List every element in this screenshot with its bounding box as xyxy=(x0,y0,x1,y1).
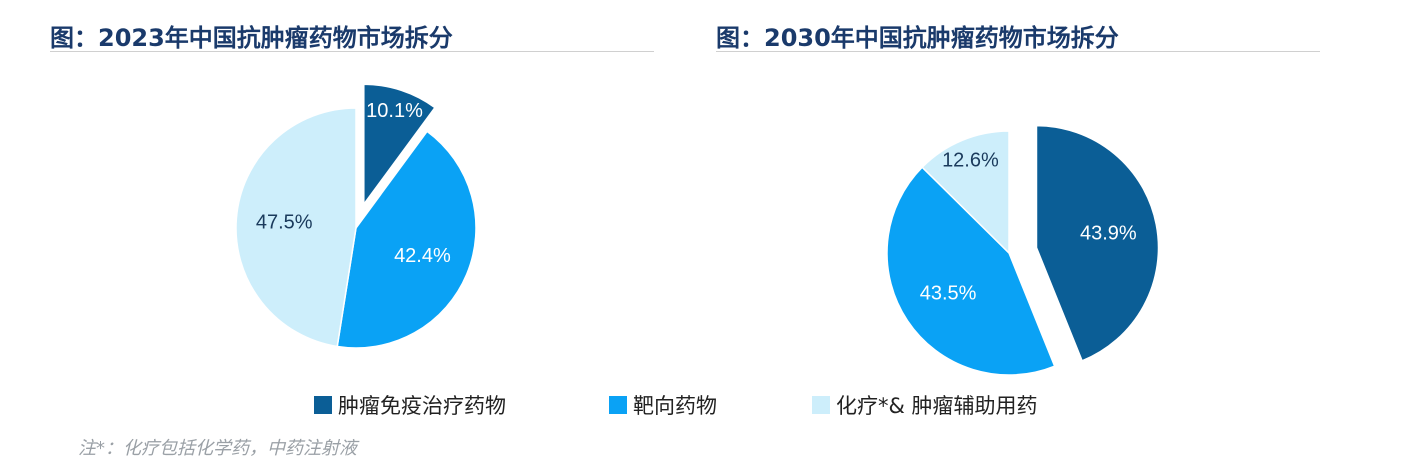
legend-label-immunotherapy: 肿瘤免疫治疗药物 xyxy=(338,394,506,418)
pie-slice-2030-chemotherapy xyxy=(921,130,1010,255)
data-label-2023-chemotherapy: 47.5% xyxy=(256,211,313,233)
legend-swatch-chemotherapy xyxy=(812,396,830,414)
legend-swatch-immunotherapy xyxy=(314,396,332,414)
pie-slice-2030-targeted xyxy=(886,166,1056,376)
data-label-2023-targeted: 42.4% xyxy=(394,245,451,267)
pie-slice-2023-targeted xyxy=(336,130,477,349)
chart-title-2023: 图：2023年中国抗肿瘤药物市场拆分 xyxy=(50,24,453,52)
chart-title-2030: 图：2030年中国抗肿瘤药物市场拆分 xyxy=(716,24,1119,52)
data-label-2030-immunotherapy: 43.9% xyxy=(1080,223,1137,245)
legend: 肿瘤免疫治疗药物 靶向药物 化疗*& 肿瘤辅助用药 xyxy=(0,390,1423,420)
legend-item-chemotherapy: 化疗*& 肿瘤辅助用药 xyxy=(812,390,1038,420)
pie-slice-2023-chemotherapy xyxy=(235,107,357,348)
pie-slice-2030-immunotherapy xyxy=(1035,124,1160,362)
legend-item-targeted: 靶向药物 xyxy=(609,390,717,420)
legend-label-targeted: 靶向药物 xyxy=(633,394,717,418)
pie-chart-2023: 10.1% 42.4% 47.5% xyxy=(235,83,477,349)
footnote: 注*：化疗包括化学药，中药注射液 xyxy=(78,438,357,459)
title-underline-2030 xyxy=(716,51,1320,52)
pie-slice-2023-immunotherapy xyxy=(363,83,436,207)
data-label-2030-chemotherapy: 12.6% xyxy=(942,150,999,172)
data-label-2030-targeted: 43.5% xyxy=(920,283,977,305)
data-label-2023-immunotherapy: 10.1% xyxy=(366,100,423,122)
legend-swatch-targeted xyxy=(609,396,627,414)
pie-chart-2030: 43.9% 43.5% 12.6% xyxy=(886,124,1160,376)
legend-label-chemotherapy: 化疗*& 肿瘤辅助用药 xyxy=(836,394,1038,418)
legend-item-immunotherapy: 肿瘤免疫治疗药物 xyxy=(314,390,506,420)
title-underline-2023 xyxy=(50,51,654,52)
